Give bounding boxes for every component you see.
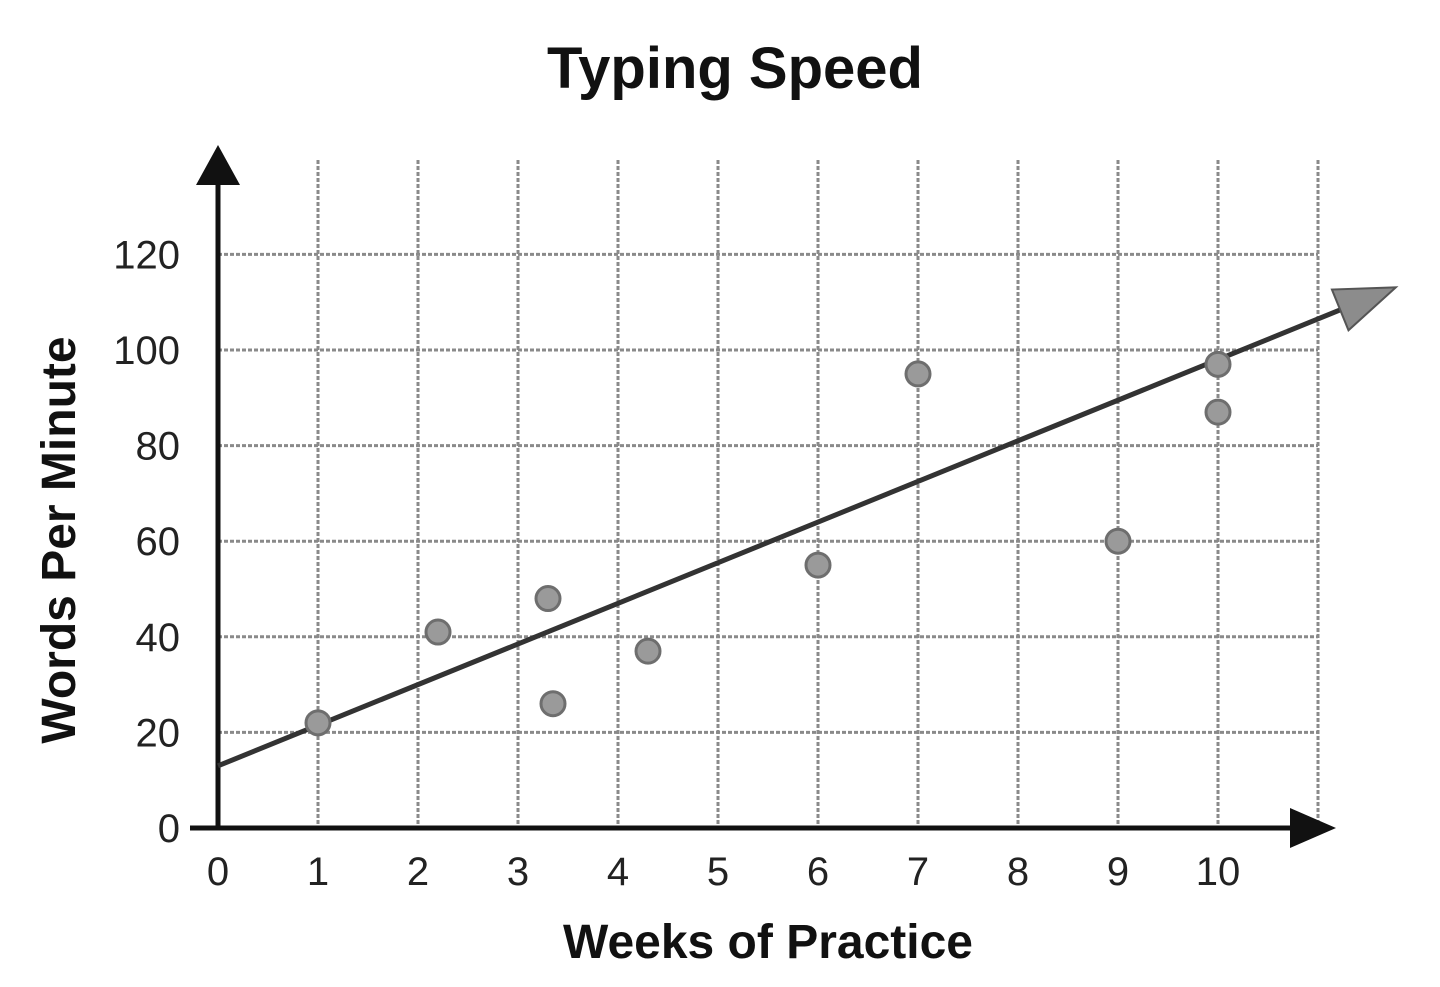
data-point: [634, 637, 662, 665]
y-tick-label: 40: [136, 616, 181, 660]
chart-title: Typing Speed: [547, 36, 923, 101]
data-point: [539, 690, 567, 718]
points-layer: [304, 350, 1232, 737]
y-tick-label: 80: [136, 425, 181, 469]
data-point: [1104, 527, 1132, 555]
x-axis-label: Weeks of Practice: [563, 916, 973, 969]
y-tick-labels: 0 20 40 60 80 100 120: [113, 233, 180, 851]
x-tick-labels: 0 1 2 3 4 5 6 7 8 9 10: [207, 850, 1240, 894]
x-tick-label: 4: [607, 850, 629, 894]
x-tick-label: 8: [1007, 850, 1029, 894]
grid-layer: [218, 160, 1320, 828]
x-tick-label: 7: [907, 850, 929, 894]
x-tick-label: 9: [1107, 850, 1129, 894]
data-point: [1204, 350, 1232, 378]
data-point: [534, 585, 562, 613]
y-tick-label: 0: [158, 807, 180, 851]
x-tick-label: 0: [207, 850, 229, 894]
x-tick-label: 5: [707, 850, 729, 894]
axes-layer: [190, 145, 1336, 848]
y-tick-label: 60: [136, 520, 181, 564]
trend-layer: [217, 286, 1399, 769]
x-tick-label: 6: [807, 850, 829, 894]
x-tick-label: 10: [1196, 850, 1241, 894]
y-axis-arrow-icon: [196, 145, 240, 185]
data-point: [904, 360, 932, 388]
y-tick-label: 100: [113, 329, 180, 373]
data-point: [304, 709, 332, 737]
x-tick-label: 1: [307, 850, 329, 894]
trend-arrow-icon: [1330, 286, 1399, 332]
trend-line: [217, 296, 1369, 769]
data-point: [1204, 398, 1232, 426]
data-point: [804, 551, 832, 579]
x-axis-arrow-icon: [1290, 808, 1336, 848]
data-point: [424, 618, 452, 646]
y-axis-label: Words Per Minute: [33, 336, 86, 743]
x-tick-label: 2: [407, 850, 429, 894]
y-tick-label: 20: [136, 711, 181, 755]
x-tick-label: 3: [507, 850, 529, 894]
y-tick-label: 120: [113, 233, 180, 277]
